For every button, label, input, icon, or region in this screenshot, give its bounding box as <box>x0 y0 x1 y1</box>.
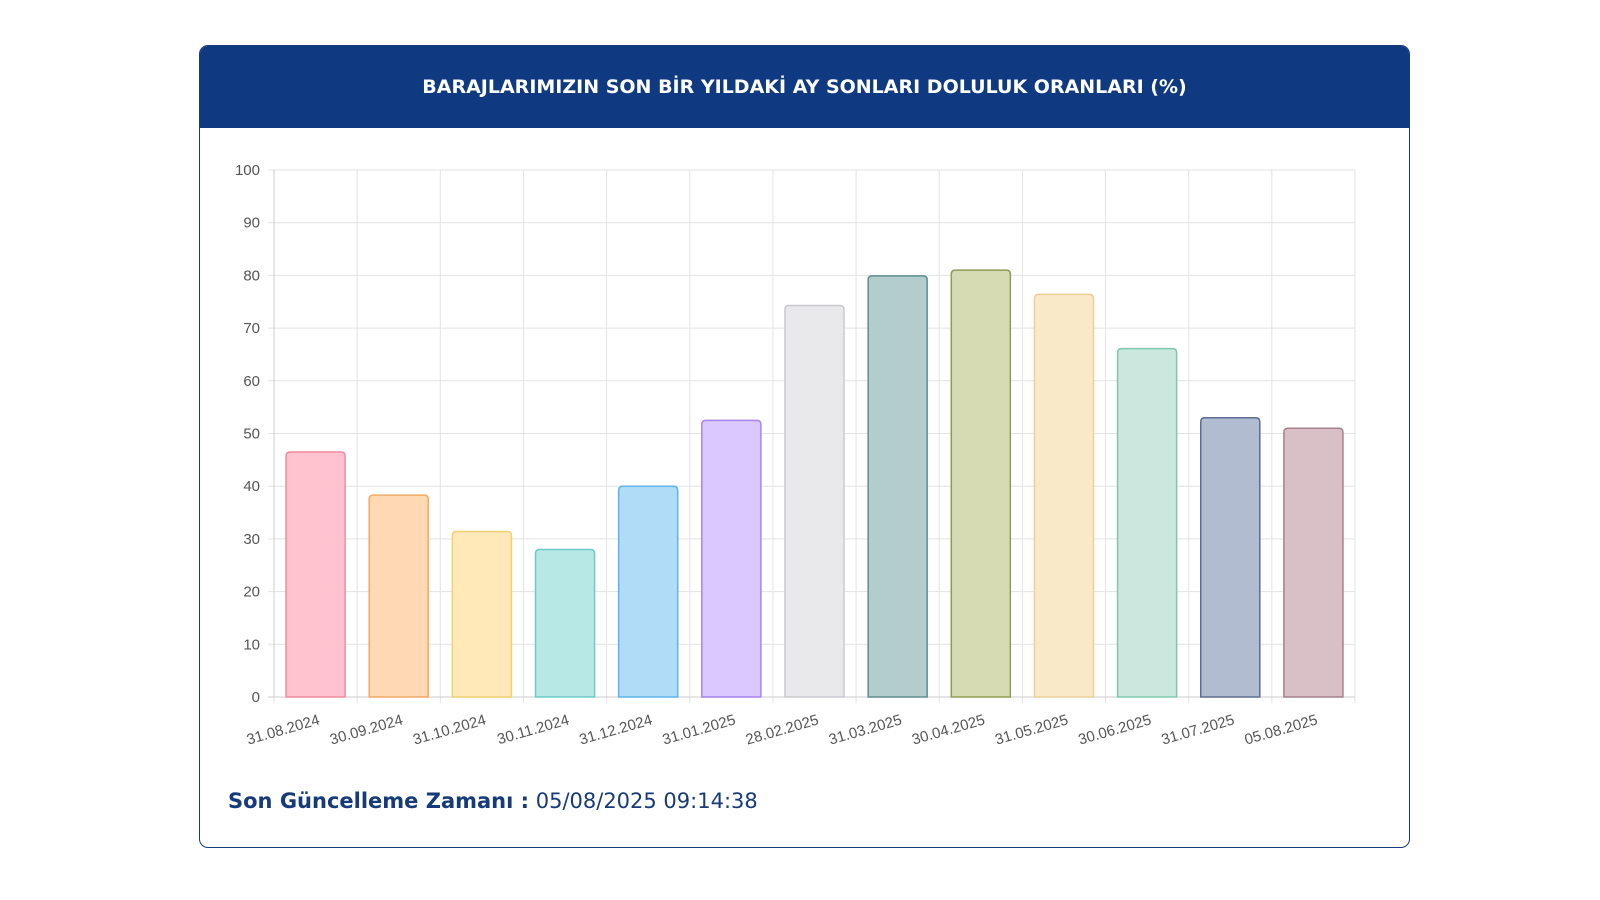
y-axis-ticks: 0 10 20 30 40 50 60 70 80 90 100 <box>235 162 260 706</box>
chart-area: 0 10 20 30 40 50 60 70 80 90 100 31.08.2024 30.09.2… <box>200 128 1409 768</box>
bar-31.08.2024[interactable] <box>285 451 346 698</box>
chart-card: BARAJLARIMIZIN SON BİR YILDAKİ AY SONLAR… <box>199 45 1410 848</box>
x-tick-label: 31.10.2024 <box>411 712 488 749</box>
bar-31.12.2024[interactable] <box>617 485 679 698</box>
y-tick-label: 30 <box>243 531 260 548</box>
bar-30.11.2024[interactable] <box>534 548 596 698</box>
bar-31.05.2025[interactable] <box>1033 293 1095 698</box>
x-tick-label: 05.08.2025 <box>1243 712 1320 749</box>
x-axis-ticks: 31.08.2024 30.09.2024 31.10.2024 30.11.2024… <box>245 712 1320 749</box>
bar-05.08.2025[interactable] <box>1283 427 1344 698</box>
bars <box>285 269 1344 698</box>
bar-30.06.2025[interactable] <box>1116 347 1178 698</box>
y-tick-label: 100 <box>235 162 260 179</box>
x-tick-label: 28.02.2025 <box>744 712 821 749</box>
x-tick-label: 31.01.2025 <box>661 712 738 749</box>
grid-lines <box>268 169 1356 703</box>
bar-30.09.2024[interactable] <box>368 494 429 698</box>
x-tick-label: 31.12.2024 <box>577 712 654 749</box>
x-tick-label: 31.07.2025 <box>1160 712 1237 749</box>
y-tick-label: 60 <box>243 373 260 390</box>
y-tick-label: 70 <box>243 320 260 337</box>
bar-31.07.2025[interactable] <box>1200 416 1261 698</box>
x-tick-label: 31.03.2025 <box>827 712 904 749</box>
chart-title: BARAJLARIMIZIN SON BİR YILDAKİ AY SONLAR… <box>422 76 1187 98</box>
y-tick-label: 0 <box>252 689 260 706</box>
x-tick-label: 30.06.2025 <box>1076 712 1153 749</box>
bar-31.03.2025[interactable] <box>867 275 928 698</box>
y-tick-label: 40 <box>243 478 260 495</box>
last-update: Son Güncelleme Zamanı : 05/08/2025 09:14… <box>228 789 758 813</box>
x-tick-label: 30.11.2024 <box>495 712 571 749</box>
y-tick-label: 20 <box>243 584 260 601</box>
chart-title-bar: BARAJLARIMIZIN SON BİR YILDAKİ AY SONLAR… <box>200 46 1409 128</box>
bar-31.01.2025[interactable] <box>701 419 762 698</box>
last-update-value: 05/08/2025 09:14:38 <box>535 789 758 813</box>
x-tick-label: 30.09.2024 <box>328 712 405 749</box>
last-update-label: Son Güncelleme Zamanı : <box>228 789 530 813</box>
x-tick-label: 31.05.2025 <box>993 712 1070 749</box>
y-tick-label: 80 <box>243 267 260 284</box>
x-tick-label: 31.08.2024 <box>245 712 322 749</box>
bar-chart: 0 10 20 30 40 50 60 70 80 90 100 31.08.2024 30.09.2… <box>235 162 1356 749</box>
x-tick-label: 30.04.2025 <box>910 712 987 749</box>
y-tick-label: 10 <box>243 636 260 653</box>
y-tick-label: 90 <box>243 215 260 232</box>
y-tick-label: 50 <box>243 426 260 443</box>
bar-28.02.2025[interactable] <box>784 304 845 698</box>
bar-30.04.2025[interactable] <box>950 269 1012 698</box>
bar-31.10.2024[interactable] <box>451 530 513 698</box>
